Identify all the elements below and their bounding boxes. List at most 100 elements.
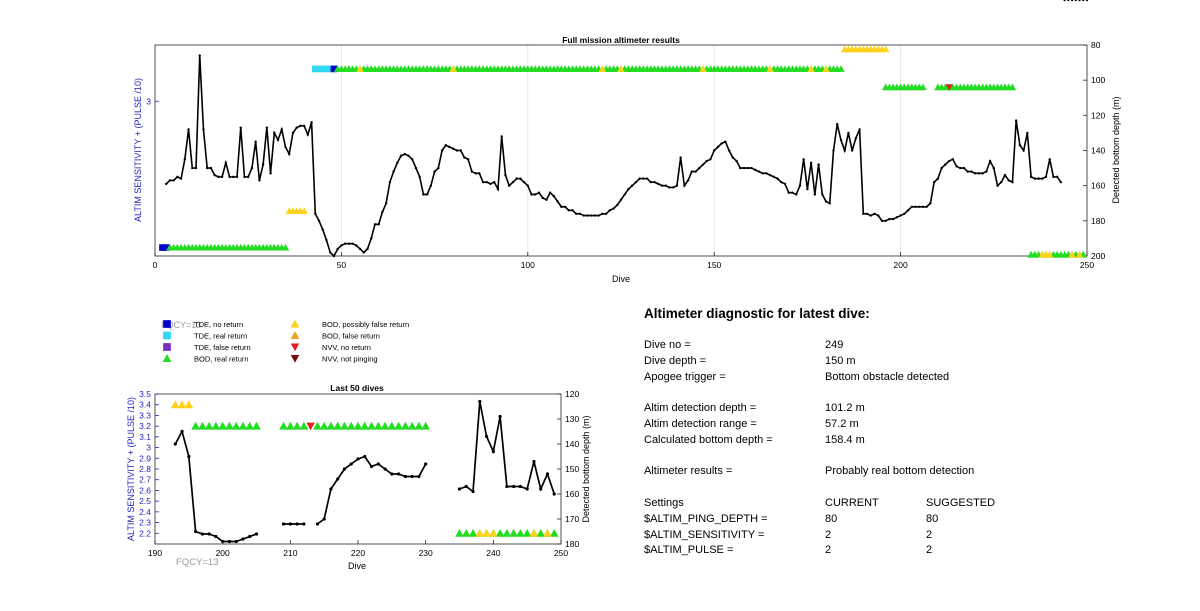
marker-bod-possibly-false bbox=[617, 65, 625, 72]
depth-point bbox=[340, 244, 343, 247]
depth-point bbox=[463, 156, 466, 159]
top-left-ticks: 3 bbox=[146, 96, 159, 106]
depth-point bbox=[537, 191, 541, 194]
depth-point bbox=[653, 180, 656, 184]
depth-point bbox=[429, 184, 433, 187]
top-marker-rows bbox=[159, 45, 1087, 258]
depth-point bbox=[235, 175, 239, 179]
marker-bod-real-return bbox=[509, 528, 518, 537]
depth-point bbox=[526, 184, 529, 187]
marker-bod-possibly-false bbox=[488, 528, 498, 537]
depth-point bbox=[899, 214, 902, 217]
bottom-depth-series bbox=[173, 399, 556, 544]
depth-point bbox=[921, 205, 925, 208]
apogee-value: Bottom obstacle detected bbox=[825, 370, 950, 383]
depth-point bbox=[396, 161, 399, 165]
depth-point bbox=[731, 156, 735, 159]
depth-point bbox=[388, 180, 392, 184]
depth-point bbox=[384, 202, 388, 205]
depth-point bbox=[173, 442, 177, 446]
depth-point bbox=[970, 170, 973, 173]
depth-point bbox=[464, 484, 468, 489]
marker-bod-possibly-false bbox=[543, 528, 552, 537]
depth-point bbox=[250, 166, 254, 170]
depth-point bbox=[545, 472, 550, 476]
marker-bod-real-return bbox=[380, 421, 390, 430]
marker-bod-real-return bbox=[279, 421, 288, 430]
depth-point bbox=[772, 175, 776, 179]
diag-row-dive-no: Dive no = 249 bbox=[644, 338, 1184, 354]
depth-point bbox=[532, 459, 536, 464]
depth-point bbox=[512, 484, 516, 489]
top-right-ticks: 80 100 120 140 160 180 200 bbox=[1083, 40, 1105, 261]
depth-point bbox=[1041, 177, 1044, 180]
marker-nvv-no-return bbox=[306, 422, 315, 431]
depth-point bbox=[1085, 0, 1089, 2]
depth-point bbox=[619, 198, 623, 201]
marker-tde-no-return bbox=[330, 65, 338, 73]
depth-line-segment bbox=[165, 55, 1062, 258]
depth-point bbox=[247, 175, 250, 179]
marker-bod-possibly-false bbox=[881, 45, 890, 53]
depth-point bbox=[1044, 175, 1048, 179]
depth-point bbox=[813, 193, 817, 196]
altim-detection-range-label: Altim detection range = bbox=[644, 417, 757, 430]
depth-point bbox=[491, 449, 495, 454]
depth-point bbox=[424, 462, 428, 466]
depth-point bbox=[809, 161, 813, 165]
x-tick-label: 250 bbox=[554, 548, 568, 558]
depth-point bbox=[612, 207, 615, 210]
x-tick-label: 200 bbox=[894, 260, 908, 270]
apogee-label: Apogee trigger = bbox=[644, 370, 726, 383]
depth-point bbox=[630, 184, 634, 187]
dive-no-label: Dive no = bbox=[644, 339, 691, 351]
depth-point bbox=[392, 170, 395, 173]
depth-point bbox=[828, 202, 831, 205]
depth-point bbox=[498, 414, 502, 419]
right-tick-label: 120 bbox=[565, 389, 579, 399]
legend-marker-bod-real-return bbox=[162, 354, 172, 362]
depth-point bbox=[205, 166, 209, 170]
depth-point bbox=[325, 238, 328, 242]
diag-row-calc-bottom: Calculated bottom depth = 158.4 m bbox=[644, 433, 1184, 449]
left-tick-label: 2.7 bbox=[139, 475, 151, 485]
bottom-x-axis-label: Dive bbox=[348, 561, 366, 571]
x-tick-label: 150 bbox=[707, 260, 721, 270]
left-tick-label: 3.2 bbox=[139, 421, 151, 431]
marker-bod-possibly-false bbox=[766, 65, 774, 72]
depth-point bbox=[768, 173, 772, 177]
depth-point bbox=[604, 212, 608, 215]
marker-bod-real-return bbox=[333, 421, 343, 430]
x-tick-label: 220 bbox=[351, 548, 365, 558]
depth-point bbox=[288, 152, 291, 156]
depth-point bbox=[534, 193, 537, 196]
depth-point bbox=[563, 205, 567, 208]
right-tick-label: 160 bbox=[1091, 181, 1105, 191]
x-tick-label: 50 bbox=[337, 260, 347, 270]
depth-point bbox=[545, 198, 548, 201]
altimeter-results-label: Altimeter results = bbox=[644, 465, 733, 478]
depth-point bbox=[342, 467, 347, 471]
x-tick-label: 100 bbox=[521, 260, 535, 270]
depth-point bbox=[295, 126, 298, 129]
depth-point bbox=[791, 191, 794, 194]
depth-point bbox=[1078, 0, 1081, 2]
depth-point bbox=[645, 177, 649, 180]
depth-point bbox=[489, 182, 492, 186]
depth-point bbox=[213, 173, 216, 177]
x-tick-label: 230 bbox=[419, 548, 433, 558]
depth-point bbox=[754, 168, 757, 172]
depth-point bbox=[1082, 0, 1085, 2]
marker-tde-real-return bbox=[319, 65, 327, 73]
marker-bod-real-return bbox=[495, 528, 505, 537]
depth-point bbox=[671, 186, 675, 189]
depth-point bbox=[1063, 0, 1066, 2]
depth-point bbox=[981, 172, 984, 175]
depth-point bbox=[377, 223, 380, 226]
depth-point bbox=[314, 212, 317, 215]
depth-point bbox=[299, 124, 302, 128]
depth-point bbox=[273, 131, 276, 135]
depth-point bbox=[623, 193, 626, 196]
depth-point bbox=[254, 140, 257, 143]
left-tick-label: 3.4 bbox=[139, 400, 151, 410]
